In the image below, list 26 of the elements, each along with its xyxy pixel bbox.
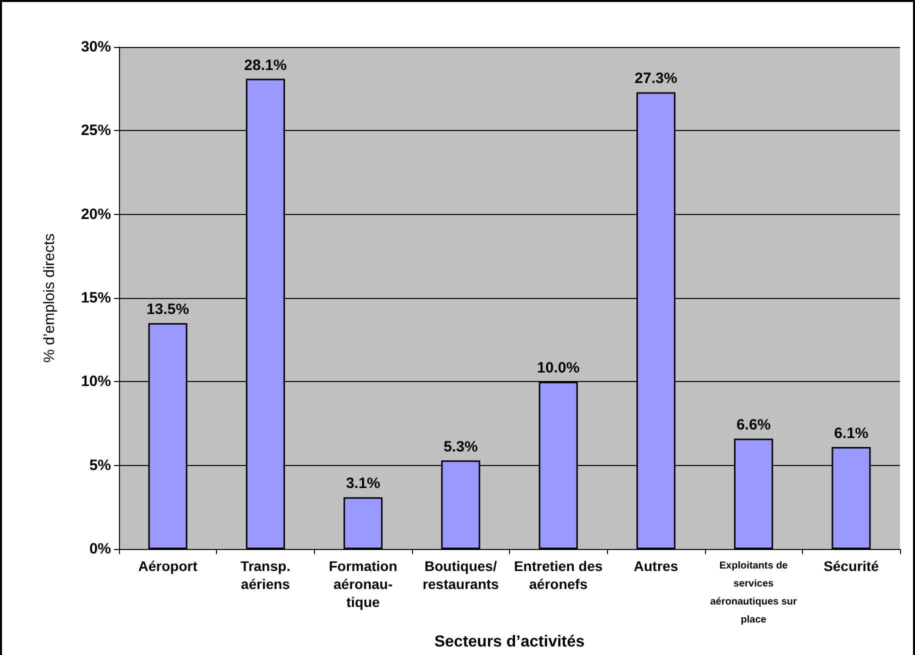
y-tick-label: 25% <box>80 122 111 140</box>
data-label: 3.1% <box>346 475 380 492</box>
data-label: 5.3% <box>444 438 478 456</box>
data-label: 28.1% <box>244 56 287 74</box>
y-tick-label: 10% <box>80 373 111 390</box>
data-label: 6.1% <box>834 425 868 442</box>
x-axis-title: Secteurs d’activités <box>434 634 585 650</box>
data-label: 6.6% <box>736 416 771 434</box>
x-tick-label: Transp. aériens <box>240 558 290 592</box>
bar <box>344 497 383 550</box>
y-tick-label: 5% <box>89 456 111 474</box>
y-axis-title: % d’emplois directs <box>41 233 58 363</box>
y-tick-label: 15% <box>80 290 111 307</box>
data-label: 13.5% <box>146 301 190 318</box>
y-tick-label: 20% <box>80 206 111 223</box>
y-tick-label: 0% <box>89 540 111 558</box>
x-tick-label: Exploitants de services aéronautiques sur place <box>710 560 798 626</box>
x-tick-label: Autres <box>634 558 678 574</box>
x-tick-label: Aéroport <box>138 558 198 574</box>
x-tick-label: Sécurité <box>824 558 880 574</box>
x-tick-label: Entretien des aéronefs <box>514 558 603 592</box>
x-tick-label: Formation aéronau- tique <box>328 558 398 610</box>
x-tick-label: Boutiques/ restaurants <box>422 558 500 592</box>
data-label: 27.3% <box>634 70 678 88</box>
y-tick-label: 30% <box>80 38 111 56</box>
data-label: 10.0% <box>537 360 580 377</box>
